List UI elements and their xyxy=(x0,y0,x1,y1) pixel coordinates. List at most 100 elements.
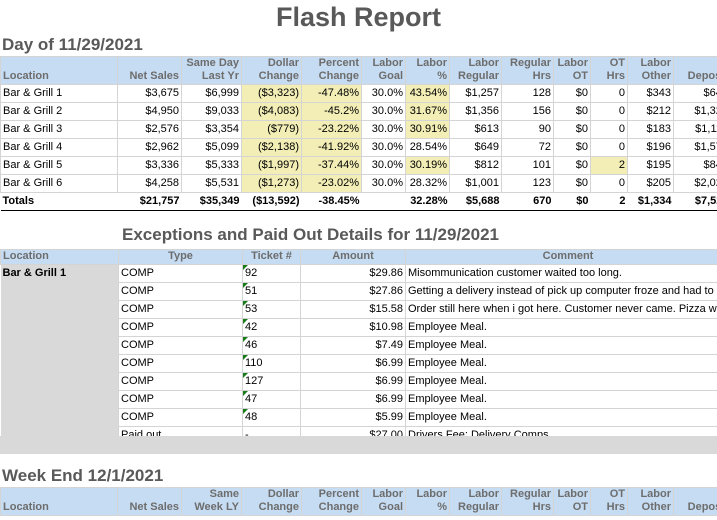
total-cell: $7,521 xyxy=(673,192,717,211)
column-header: Regular Hrs xyxy=(501,56,554,85)
value-cell: $2,576 xyxy=(117,120,182,139)
value-cell: $3,336 xyxy=(117,156,182,175)
value-cell: $196 xyxy=(627,138,674,157)
exceptions-footer-band xyxy=(0,436,717,454)
type-cell: COMP xyxy=(118,354,243,373)
column-header: Amount xyxy=(300,249,406,265)
column-header: Labor Goal xyxy=(361,487,406,516)
location-cell: Bar & Grill 3 xyxy=(0,120,118,139)
value-cell: $5,333 xyxy=(181,156,242,175)
value-cell: 0 xyxy=(590,120,628,139)
comment-cell: Employee Meal. xyxy=(405,390,717,409)
ticket-cell: 47 xyxy=(242,390,301,409)
value-cell: 30.0% xyxy=(361,120,406,139)
total-cell: 2 xyxy=(590,192,628,211)
exceptions-heading: Exceptions and Paid Out Details for 11/2… xyxy=(122,225,499,244)
type-cell: COMP xyxy=(118,318,243,337)
value-cell: 101 xyxy=(501,156,554,175)
value-cell: 72 xyxy=(501,138,554,157)
comment-cell: Employee Meal. xyxy=(405,372,717,391)
value-cell: $343 xyxy=(627,84,674,103)
total-cell: 670 xyxy=(501,192,554,211)
value-cell: 31.67% xyxy=(405,102,450,121)
total-cell xyxy=(361,192,406,211)
table-row: Bar & Grill 6 $4,258 $5,531 ($1,273) -23.02%… xyxy=(0,174,717,193)
value-cell: -23.22% xyxy=(301,120,362,139)
value-cell: $212 xyxy=(627,102,674,121)
column-header: Labor% xyxy=(405,56,450,85)
column-header: Percent Change xyxy=(301,487,362,516)
column-header: Labor Other xyxy=(627,487,674,516)
total-cell: -38.45% xyxy=(301,192,362,211)
comment-cell: Employee Meal. xyxy=(405,408,717,427)
day-heading: Day of 11/29/2021 xyxy=(2,35,143,54)
value-cell: 30.0% xyxy=(361,84,406,103)
value-cell: $0 xyxy=(553,138,591,157)
value-cell: -45.2% xyxy=(301,102,362,121)
type-cell: COMP xyxy=(118,300,243,319)
table-row: COMP 110 $6.99 Employee Meal. xyxy=(1,354,717,373)
value-cell: $812 xyxy=(449,156,502,175)
exceptions-header-row: Location Type Ticket # Amount Comment xyxy=(0,249,717,265)
comment-cell: Order still here when i got here. Custom… xyxy=(405,300,717,319)
value-cell: -47.48% xyxy=(301,84,362,103)
table-row: COMP 51 $27.86 Getting a delivery instead o… xyxy=(1,282,717,301)
value-cell: 90 xyxy=(501,120,554,139)
comment-cell: Getting a delivery instead of pick up co… xyxy=(405,282,717,301)
value-cell: 30.91% xyxy=(405,120,450,139)
table-row: Bar & Grill 5 $3,336 $5,333 ($1,997) -37.44%… xyxy=(0,156,717,175)
type-cell: COMP xyxy=(118,372,243,391)
value-cell: ($779) xyxy=(241,120,302,139)
column-header: Regular Hrs xyxy=(501,487,554,516)
total-cell: $21,757 xyxy=(117,192,182,211)
column-header: Labor OT xyxy=(553,56,591,85)
value-cell: $0 xyxy=(553,102,591,121)
column-header: Percent Change xyxy=(301,56,362,85)
ticket-cell: 46 xyxy=(242,336,301,355)
value-cell: 30.0% xyxy=(361,156,406,175)
value-cell: $1,356 xyxy=(449,102,502,121)
exceptions-table: Location Type Ticket # Amount Comment Bar & G… xyxy=(0,249,717,445)
value-cell: $1,576 xyxy=(673,138,717,157)
value-cell: 0 xyxy=(590,102,628,121)
total-cell: $0 xyxy=(553,192,591,211)
column-header: OT Hrs xyxy=(590,487,628,516)
column-header: Dollar Change xyxy=(241,56,302,85)
ticket-cell: 48 xyxy=(242,408,301,427)
column-header: Ticket # xyxy=(242,249,301,265)
value-cell: $647 xyxy=(673,84,717,103)
column-header: Same Week LY xyxy=(181,487,242,516)
amount-cell: $6.99 xyxy=(300,390,406,409)
total-cell: $35,349 xyxy=(181,192,242,211)
ticket-cell: 127 xyxy=(242,372,301,391)
column-header: Same Day Last Yr xyxy=(181,56,242,85)
column-header: Labor Goal xyxy=(361,56,406,85)
column-header: OT Hrs xyxy=(590,56,628,85)
totals-label: Totals xyxy=(0,192,118,211)
table-row: COMP 46 $7.49 Employee Meal. xyxy=(1,336,717,355)
amount-cell: $15.58 xyxy=(300,300,406,319)
value-cell: $1,320 xyxy=(673,102,717,121)
value-cell: $195 xyxy=(627,156,674,175)
value-cell: $842 xyxy=(673,156,717,175)
value-cell: 0 xyxy=(590,84,628,103)
value-cell: 156 xyxy=(501,102,554,121)
value-cell: $0 xyxy=(553,84,591,103)
ticket-cell: 51 xyxy=(242,282,301,301)
value-cell: 28.54% xyxy=(405,138,450,157)
column-header: Labor Other xyxy=(627,56,674,85)
location-cell: Bar & Grill 4 xyxy=(0,138,118,157)
column-header: Location xyxy=(0,487,118,516)
value-cell: ($4,083) xyxy=(241,102,302,121)
total-cell: 32.28% xyxy=(405,192,450,211)
week-heading: Week End 12/1/2021 xyxy=(2,466,164,485)
value-cell: $6,999 xyxy=(181,84,242,103)
location-cell: Bar & Grill 5 xyxy=(0,156,118,175)
value-cell: 0 xyxy=(590,138,628,157)
total-cell: $1,334 xyxy=(627,192,674,211)
value-cell: $0 xyxy=(553,120,591,139)
value-cell: $2,962 xyxy=(117,138,182,157)
column-header: Labor Regular xyxy=(449,56,502,85)
value-cell: 30.0% xyxy=(361,174,406,193)
weekly-sales-table: Location Net Sales Same Week LY Dollar Change… xyxy=(0,487,717,516)
